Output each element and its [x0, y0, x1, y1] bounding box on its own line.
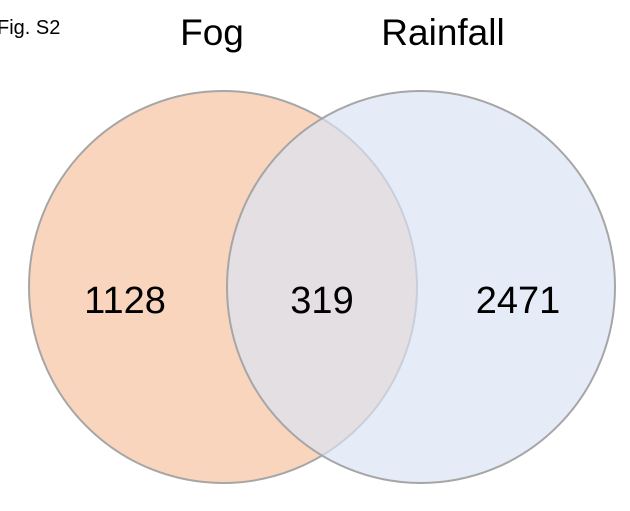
set-title-rainfall: Rainfall [381, 12, 504, 53]
rainfall-circle [226, 90, 616, 484]
set-title-fog: Fog [180, 12, 244, 53]
fog-only-count: 1128 [84, 280, 166, 322]
intersection-count: 319 [290, 280, 353, 322]
figure-label: Fig. S2 [0, 17, 60, 39]
rainfall-only-count: 2471 [476, 280, 561, 322]
